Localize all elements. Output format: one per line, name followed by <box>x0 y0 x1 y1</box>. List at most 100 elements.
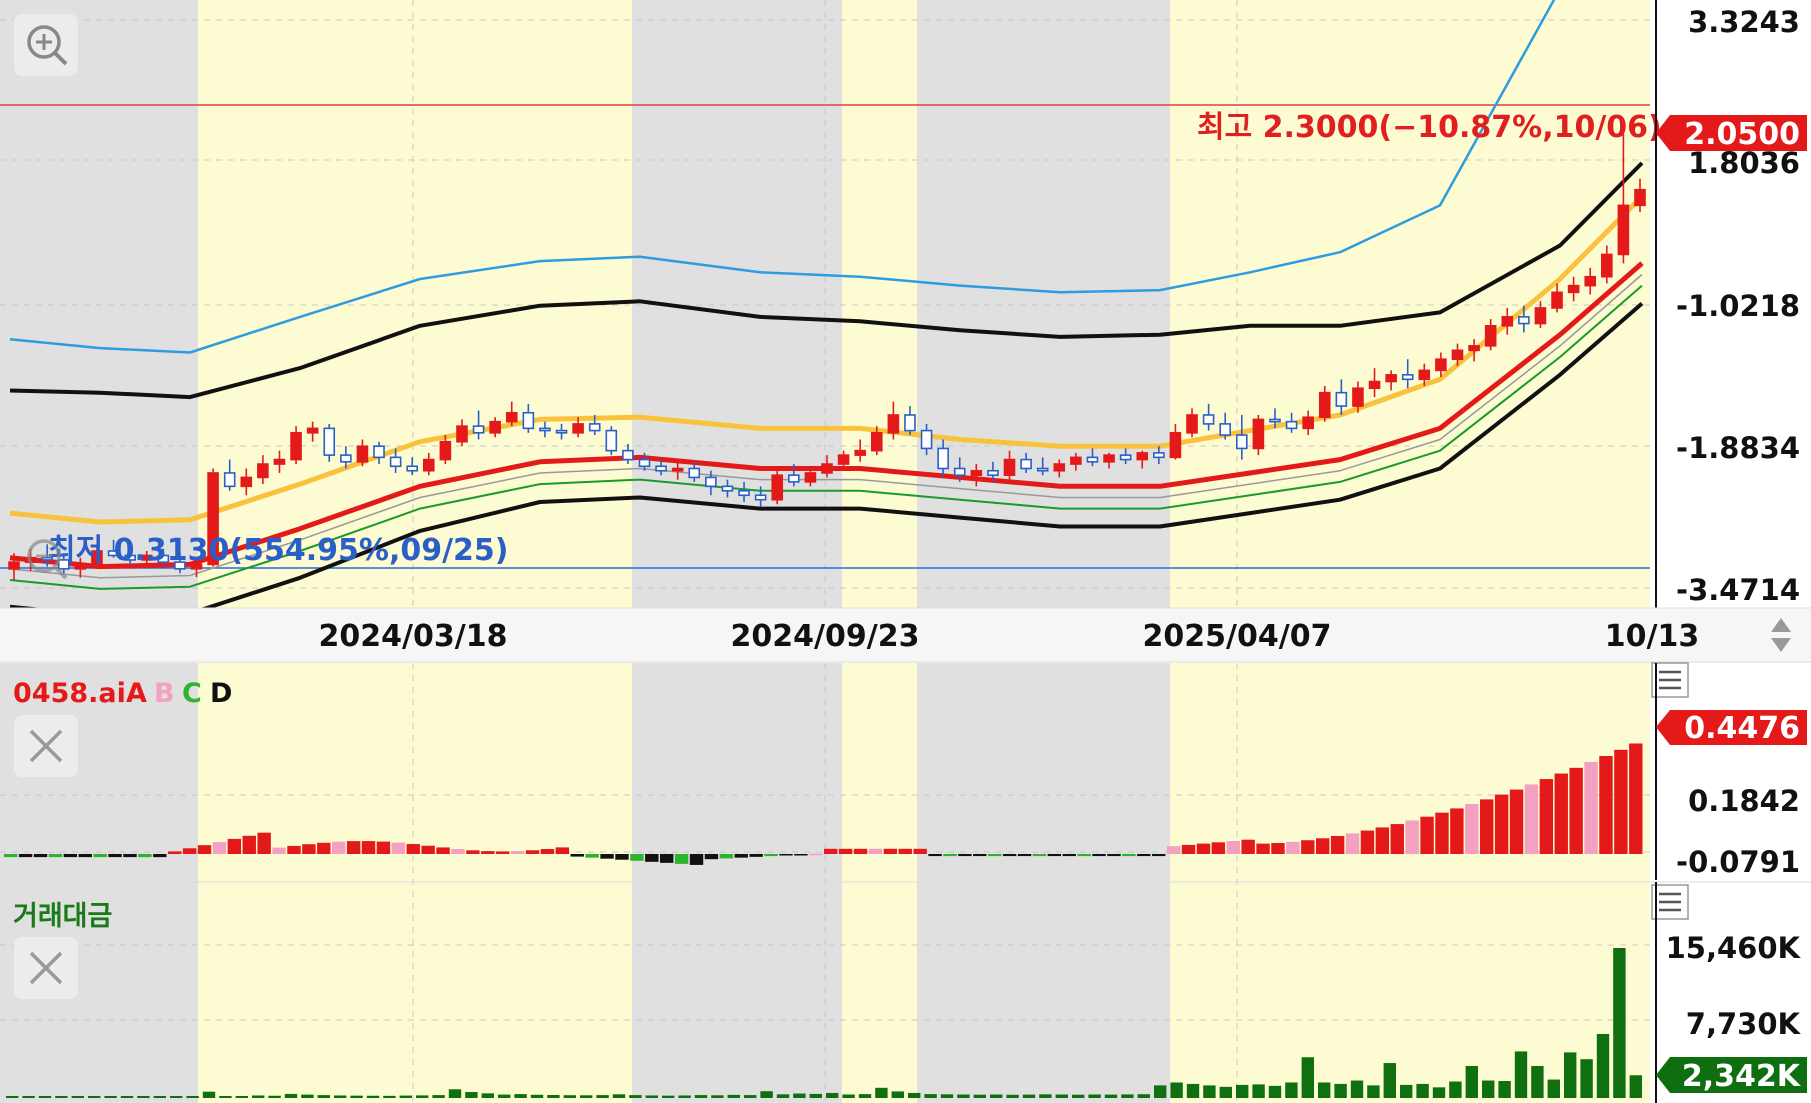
indicator-bar <box>1629 743 1643 854</box>
volume-bar <box>875 1087 888 1098</box>
indicator-bar <box>257 832 271 854</box>
candle <box>738 481 750 502</box>
indicator-bar <box>928 854 942 857</box>
volume-bar <box>1531 1065 1544 1098</box>
zoom-out-icon[interactable] <box>27 539 68 580</box>
volume-bar <box>1449 1081 1462 1098</box>
candle <box>622 443 634 465</box>
volume-bar <box>416 1095 429 1098</box>
candle <box>1302 410 1314 436</box>
indicator-bar <box>704 854 719 860</box>
indicator-bar <box>272 847 286 854</box>
candle <box>1518 305 1530 333</box>
indicator-bar <box>1166 846 1181 854</box>
candle <box>1567 276 1580 302</box>
volume-y-tick-1: 15,460K <box>1666 931 1802 965</box>
indicator-bar <box>18 854 33 858</box>
volume-bar <box>694 1095 708 1098</box>
indicator-bar <box>317 842 331 854</box>
indicator-bar <box>466 850 480 854</box>
candle <box>207 468 219 567</box>
candle <box>721 479 734 498</box>
candle <box>1368 368 1381 398</box>
candle <box>174 553 186 574</box>
volume-bar <box>104 1096 117 1098</box>
candle <box>1451 343 1464 366</box>
volume-bar <box>202 1091 216 1098</box>
envelope-line-7 <box>9 301 1644 618</box>
indicator-value-badge: 0.4476 <box>1656 710 1807 746</box>
indicator-bar <box>1614 749 1628 854</box>
volume-title: 거래대금 <box>13 901 112 932</box>
indicator-bar <box>510 851 525 854</box>
volume-bar <box>596 1095 609 1098</box>
volume-bar <box>1137 1094 1150 1098</box>
volume-bar <box>1629 1075 1642 1098</box>
indicator-bar <box>540 848 555 854</box>
y-tick-2: 1.8036 <box>1688 146 1800 180</box>
volume-bar <box>809 1093 822 1098</box>
indicator-bar <box>361 841 376 854</box>
volume-bar <box>1154 1085 1167 1098</box>
indicator-bar <box>1107 854 1121 857</box>
indicator-bar <box>242 835 256 854</box>
volume-bar <box>957 1094 970 1098</box>
indicator-bar <box>1286 841 1300 854</box>
menu-icon[interactable] <box>1651 884 1689 920</box>
svg-text:D: D <box>210 678 232 709</box>
volume-bar <box>629 1095 642 1098</box>
y-tick-3: -1.0218 <box>1676 289 1800 323</box>
volume-bar <box>924 1094 937 1098</box>
close-icon[interactable] <box>14 937 78 999</box>
indicator-bar <box>1062 854 1076 857</box>
zone-grey-1-main <box>0 0 198 608</box>
indicator-bar <box>123 854 137 858</box>
candle <box>970 464 983 487</box>
volume-bar <box>284 1093 298 1098</box>
close-icon[interactable] <box>14 715 78 777</box>
zone-grey-2-volume <box>632 882 842 1103</box>
volume-bar <box>481 1093 494 1098</box>
volume-bar <box>547 1094 560 1098</box>
indicator-bar <box>645 854 659 862</box>
candle <box>1136 450 1149 469</box>
candle <box>8 553 20 580</box>
indicator-bar <box>600 854 614 859</box>
indicator-bar <box>615 854 629 860</box>
volume-bar <box>38 1096 52 1098</box>
volume-bar <box>1465 1065 1478 1098</box>
candle <box>1103 452 1115 469</box>
volume-bar <box>776 1094 790 1098</box>
candle <box>223 459 236 491</box>
indicator-bar <box>1122 854 1136 857</box>
volume-bar <box>940 1094 954 1098</box>
indicator-bar <box>1196 843 1211 854</box>
indicator-bar <box>1599 755 1613 854</box>
candle <box>1318 385 1331 422</box>
candle <box>854 439 866 462</box>
indicator-bar <box>93 854 107 858</box>
candle <box>1036 457 1049 476</box>
zoom-in-icon[interactable] <box>14 14 78 76</box>
volume-bar <box>268 1095 281 1098</box>
indicator-bar <box>1301 840 1315 854</box>
candle <box>1584 267 1597 295</box>
indicator-bar <box>108 854 122 858</box>
volume-bar <box>760 1091 773 1098</box>
volume-bar <box>744 1095 757 1098</box>
menu-icon[interactable] <box>1651 662 1689 698</box>
volume-bar <box>432 1095 445 1098</box>
volume-bar <box>448 1089 462 1098</box>
volume-bar <box>6 1096 19 1098</box>
envelope-line-5 <box>9 273 1643 579</box>
indicator-bar <box>332 841 346 854</box>
indicator-bar <box>168 851 182 854</box>
candle <box>456 419 468 447</box>
y-tick-5: -3.4714 <box>1676 573 1800 607</box>
x-tick-1: 2024/03/18 <box>319 619 508 654</box>
scroll-arrows-icon[interactable] <box>1760 612 1806 658</box>
zone-grey-2-indicator <box>632 663 842 882</box>
volume-bar <box>908 1092 921 1098</box>
volume-bar <box>186 1096 199 1098</box>
